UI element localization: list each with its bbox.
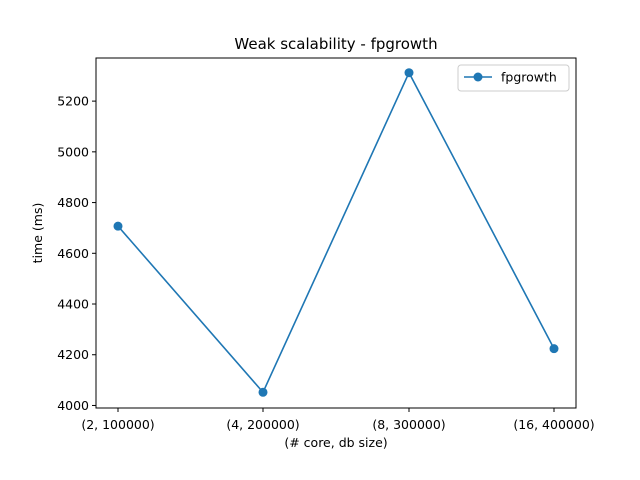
legend-box: [457, 64, 570, 92]
y-tick-label: 4800: [57, 195, 89, 210]
data-point: [258, 387, 268, 397]
x-axis-ticks: (2, 100000) (4, 200000) (8, 300000) (16, 40…: [81, 408, 595, 432]
legend-label: fpgrowth: [501, 70, 557, 85]
y-tick-label: 4200: [57, 347, 89, 362]
x-tick-label: (4, 200000): [226, 417, 299, 432]
y-axis-label: time (ms): [30, 203, 45, 264]
data-point: [404, 68, 414, 78]
y-tick-label: 4000: [57, 398, 89, 413]
legend-marker: [473, 72, 483, 82]
series-line-fpgrowth: [117, 70, 555, 394]
y-tick-label: 4400: [57, 297, 89, 312]
x-tick-label: (8, 300000): [372, 417, 445, 432]
legend: fpgrowth: [457, 64, 570, 92]
data-point: [549, 344, 559, 354]
y-tick-label: 5000: [57, 144, 89, 159]
y-tick-label: 4600: [57, 246, 89, 261]
y-tick-label: 5200: [57, 94, 89, 109]
data-point: [113, 221, 123, 231]
series-layer: [113, 68, 559, 397]
x-tick-label: (2, 100000): [81, 417, 154, 432]
y-axis-ticks: 4000 4200 4400 4600 4800 5000 5200: [57, 94, 96, 413]
x-tick-label: (16, 400000): [513, 417, 594, 432]
chart-title: Weak scalability - fpgrowth: [234, 35, 437, 53]
x-axis-label: (# core, db size): [284, 435, 387, 450]
plot-area-frame: [95, 57, 577, 409]
